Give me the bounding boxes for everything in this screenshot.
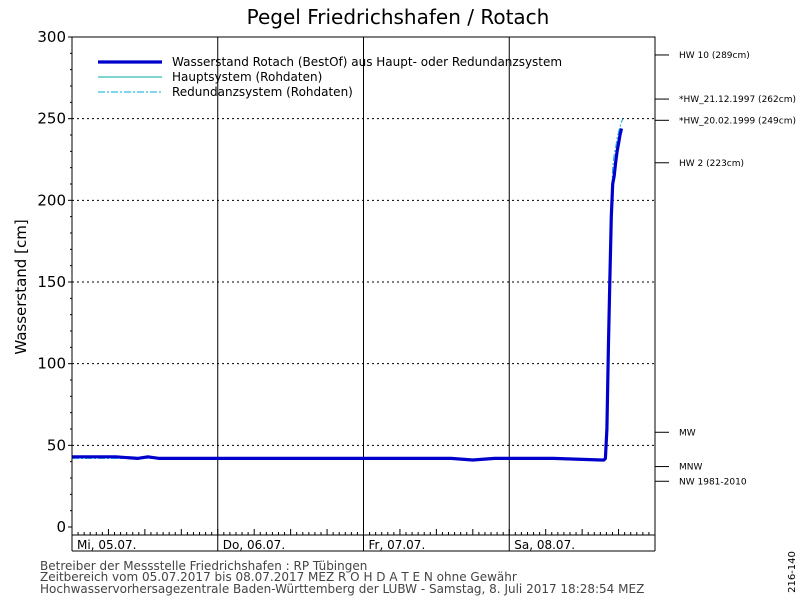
y-axis-label: Wasserstand [cm] <box>12 219 30 354</box>
y-tick-label: 200 <box>37 191 66 209</box>
reference-level-label: *HW_20.02.1999 (249cm) <box>679 116 796 126</box>
grid-layer <box>72 37 655 551</box>
reference-level-label: *HW_21.12.1997 (262cm) <box>679 95 796 105</box>
legend-label-3: Redundanzsystem (Rohdaten) <box>172 85 353 99</box>
x-tick-label: Sa, 08.07. <box>514 538 575 552</box>
axis-layer <box>68 36 656 552</box>
series-line-2 <box>72 128 622 461</box>
reference-levels: HW 10 (289cm) *HW_21.12.1997 (262cm) *HW_2… <box>655 51 796 487</box>
side-code: 216-140 <box>787 551 798 593</box>
reference-level-label: HW 2 (223cm) <box>679 159 744 169</box>
reference-level-label: HW 10 (289cm) <box>679 51 750 61</box>
x-tick-labels: Mi, 05.07. Do, 06.07. Fr, 07.07. Sa, 08.07. <box>77 538 575 552</box>
y-tick-labels: 0 50 100 150 200 250 300 <box>37 28 66 536</box>
y-tick-label: 150 <box>37 273 66 291</box>
x-tick-label: Do, 06.07. <box>223 538 285 552</box>
chart-title: Pegel Friedrichshafen / Rotach <box>247 5 550 29</box>
legend-label-2: Hauptsystem (Rohdaten) <box>172 70 322 84</box>
series-line-1 <box>72 128 624 462</box>
legend-label-1: Wasserstand Rotach (BestOf) aus Haupt- o… <box>172 55 562 69</box>
footer-operator: Betreiber der Messstelle Friedrichshafen… <box>40 559 367 573</box>
y-tick-label: 250 <box>37 110 66 128</box>
x-tick-label: Fr, 07.07. <box>369 538 426 552</box>
y-tick-label: 0 <box>56 518 66 536</box>
y-tick-label: 100 <box>37 355 66 373</box>
series-line-3 <box>72 118 624 461</box>
footer-time-range: Zeitbereich vom 05.07.2017 bis 08.07.201… <box>40 570 517 584</box>
y-tick-label: 50 <box>47 436 66 454</box>
y-tick-label: 300 <box>37 28 66 46</box>
reference-level-label: MNW <box>679 463 702 473</box>
x-tick-label: Mi, 05.07. <box>77 538 136 552</box>
reference-level-label: MW <box>679 428 696 438</box>
reference-level-label: NW 1981-2010 <box>679 477 747 487</box>
series-layer <box>72 118 624 462</box>
footer-publisher: Hochwasservorhersagezentrale Baden-Württ… <box>40 582 644 596</box>
legend: Wasserstand Rotach (BestOf) aus Haupt- o… <box>98 55 562 99</box>
